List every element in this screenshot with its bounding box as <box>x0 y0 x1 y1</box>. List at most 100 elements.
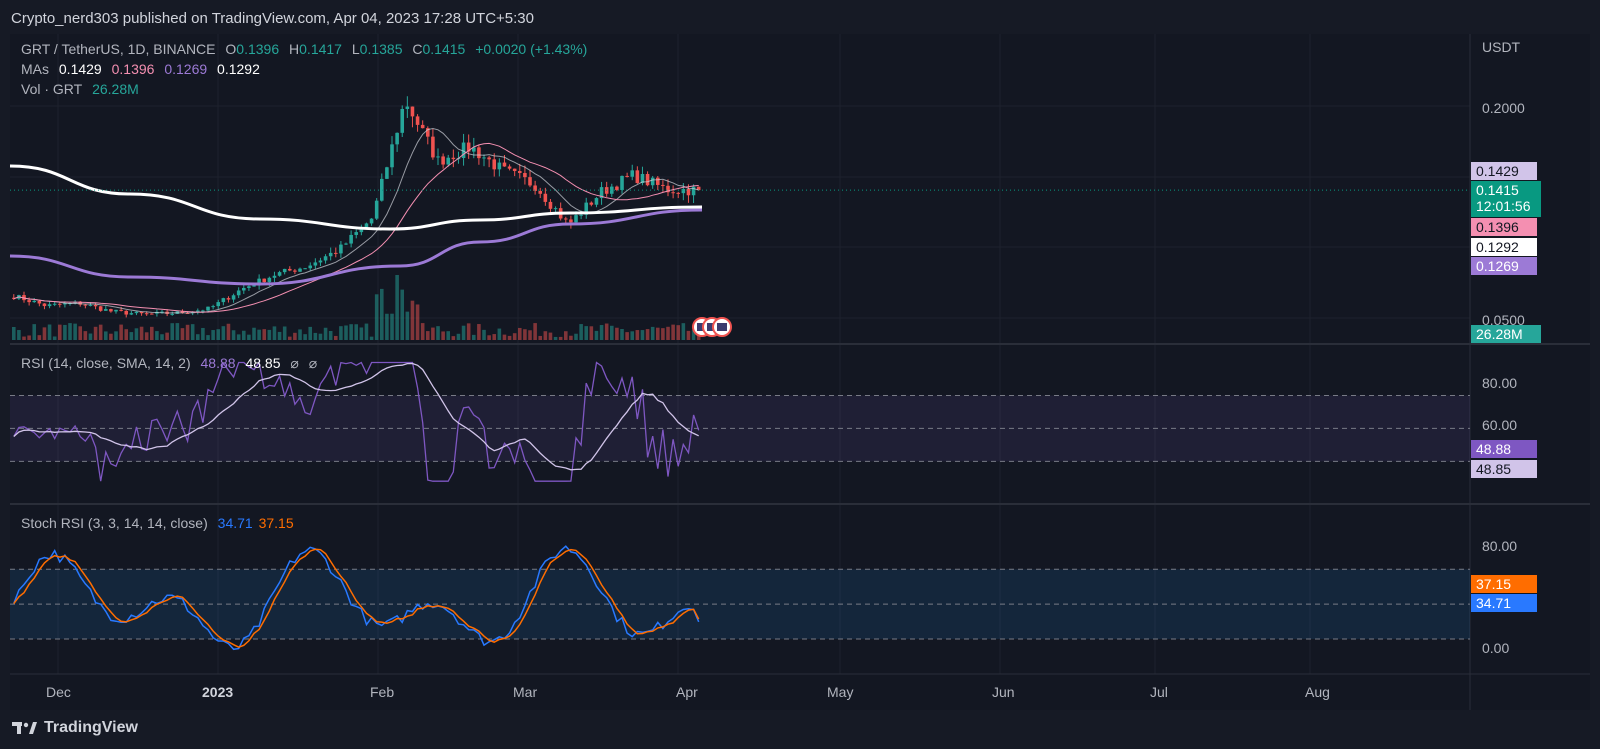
volume-bar <box>507 335 512 340</box>
volume-bar <box>32 324 37 340</box>
candle-body <box>405 106 410 109</box>
candle-body <box>282 268 287 273</box>
volume-bar <box>385 313 389 340</box>
rsi-na-icon-2: ⌀ <box>308 355 318 371</box>
volume-bar <box>63 324 67 340</box>
volume-bar <box>339 326 343 340</box>
volume-bar <box>645 329 650 340</box>
candle-body <box>226 298 231 300</box>
volume-bar <box>104 331 108 340</box>
time-tick-may: May <box>827 684 854 700</box>
candle-body <box>589 202 594 205</box>
candle-body <box>349 234 353 244</box>
volume-bar <box>354 324 359 340</box>
candle-body <box>93 304 98 307</box>
volume-bar <box>395 275 399 340</box>
candle-body <box>497 162 502 170</box>
candle-body <box>640 173 645 184</box>
us-flag-stripe <box>717 323 727 331</box>
volume-label[interactable]: Vol · GRT <box>21 81 83 97</box>
ma4-value: 0.1292 <box>217 61 260 77</box>
candle-body <box>415 116 420 125</box>
time-tick-aug: Aug <box>1305 684 1330 700</box>
candle-body <box>78 301 83 305</box>
last-price-value: 0.1415 <box>1476 182 1519 198</box>
rsi-label[interactable]: RSI (14, close, SMA, 14, 2) <box>21 355 191 371</box>
candle-body <box>594 198 599 205</box>
volume-bar <box>400 289 405 340</box>
candle-body <box>374 200 379 219</box>
volume-bar <box>144 332 149 340</box>
volume-bar <box>518 327 522 340</box>
candle-body <box>691 186 696 196</box>
candle-body <box>676 192 681 194</box>
symbol-legend: GRT / TetherUS, 1D, BINANCE O0.1396 H0.1… <box>21 41 593 57</box>
candle-body <box>538 190 543 194</box>
rsi-tick-60: 60.00 <box>1482 417 1518 433</box>
open-value: 0.1396 <box>236 41 280 57</box>
volume-bar <box>380 288 384 340</box>
candle-body <box>441 156 445 165</box>
volume-bar <box>201 327 205 340</box>
candle-body <box>650 177 655 186</box>
candle-body <box>27 300 31 303</box>
rsi-na-icon-1: ⌀ <box>290 355 299 371</box>
volume-bar <box>528 330 532 340</box>
candle-body <box>134 311 139 314</box>
candle-body <box>98 306 103 311</box>
currency-label: USDT <box>1482 39 1521 55</box>
candle-body <box>553 208 558 210</box>
rsi-tick-80: 80.00 <box>1482 375 1518 391</box>
candle-body <box>507 166 512 169</box>
candle-body <box>267 277 272 283</box>
volume-bar <box>272 326 277 340</box>
volume-bar <box>17 330 21 340</box>
volume-bar <box>625 332 629 340</box>
brand-name: TradingView <box>44 719 138 736</box>
high-label: H <box>289 41 300 57</box>
candle-body <box>58 303 62 305</box>
volume-bar <box>640 330 645 340</box>
candle-body <box>339 244 343 254</box>
volume-bar <box>364 323 369 340</box>
chart-frame[interactable] <box>10 34 1590 710</box>
ma-label[interactable]: MAs <box>21 61 49 77</box>
candle-body <box>231 295 236 300</box>
stoch-d-line <box>13 548 700 649</box>
volume-bar <box>196 334 200 340</box>
volume-bar <box>630 331 635 340</box>
symbol-name[interactable]: GRT / TetherUS, 1D, BINANCE <box>21 41 216 57</box>
candle-body <box>451 157 456 160</box>
volume-bar <box>313 332 318 340</box>
time-tick-2023: 2023 <box>202 684 234 700</box>
volume-bar <box>58 324 62 340</box>
rsi-legend: RSI (14, close, SMA, 14, 2) 48.88 48.85 … <box>21 355 323 372</box>
volume-bar <box>190 324 195 340</box>
candle-body <box>32 300 37 303</box>
volume-bar <box>543 331 548 340</box>
volume-bar <box>441 331 445 340</box>
candle-body <box>47 304 52 307</box>
candle-body <box>221 298 226 303</box>
candle-body <box>502 162 507 167</box>
low-label: L <box>351 41 360 57</box>
volume-bar <box>650 326 655 340</box>
volume-bar <box>175 323 180 340</box>
time-tick-jul: Jul <box>1150 684 1168 700</box>
candle-body <box>262 278 267 283</box>
volume-bar <box>47 324 52 340</box>
volume-bar <box>180 328 185 340</box>
candle-body <box>293 270 297 272</box>
volume-bar <box>656 327 660 340</box>
volume-bar <box>68 323 72 340</box>
candle-body <box>144 313 149 315</box>
chart-canvas[interactable] <box>10 34 1590 710</box>
volume-bar <box>150 326 154 340</box>
candle-body <box>696 186 701 191</box>
stoch-label[interactable]: Stoch RSI (3, 3, 14, 14, close) <box>21 515 208 531</box>
tradingview-brand[interactable]: TradingView <box>12 719 138 737</box>
candle-body <box>390 144 394 168</box>
volume-bar <box>119 324 123 340</box>
rsi-value: 48.88 <box>200 355 236 371</box>
volume-price-label: 26.28M <box>1471 325 1541 343</box>
